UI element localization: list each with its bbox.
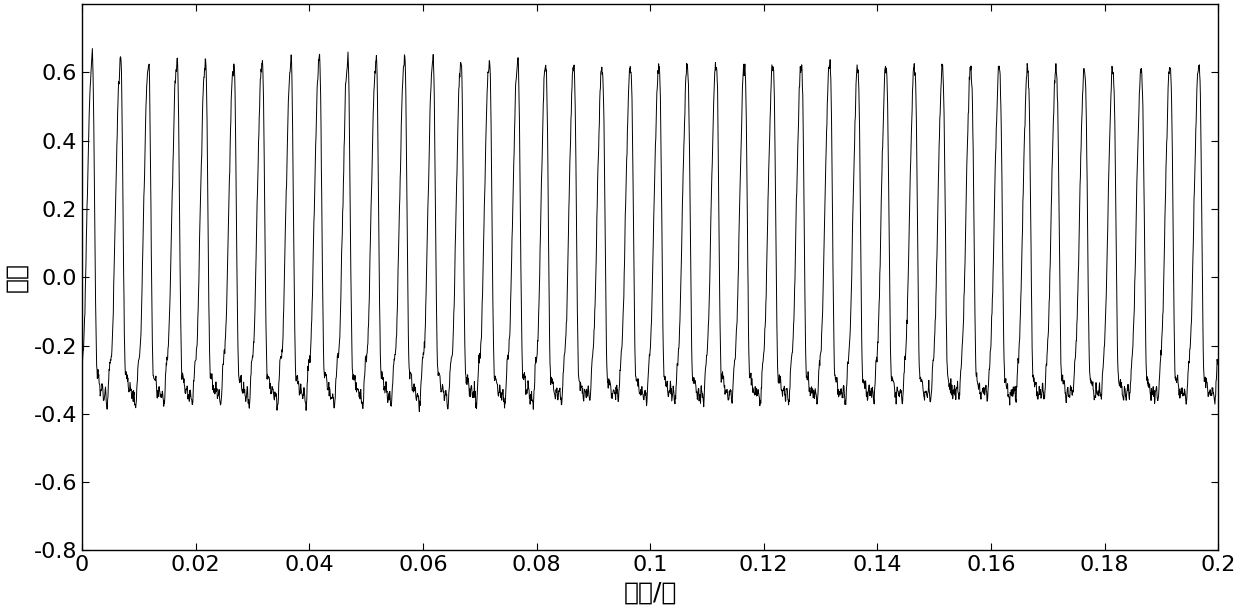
X-axis label: 时间/秒: 时间/秒 <box>624 581 677 605</box>
Y-axis label: 幅値: 幅値 <box>4 262 29 292</box>
